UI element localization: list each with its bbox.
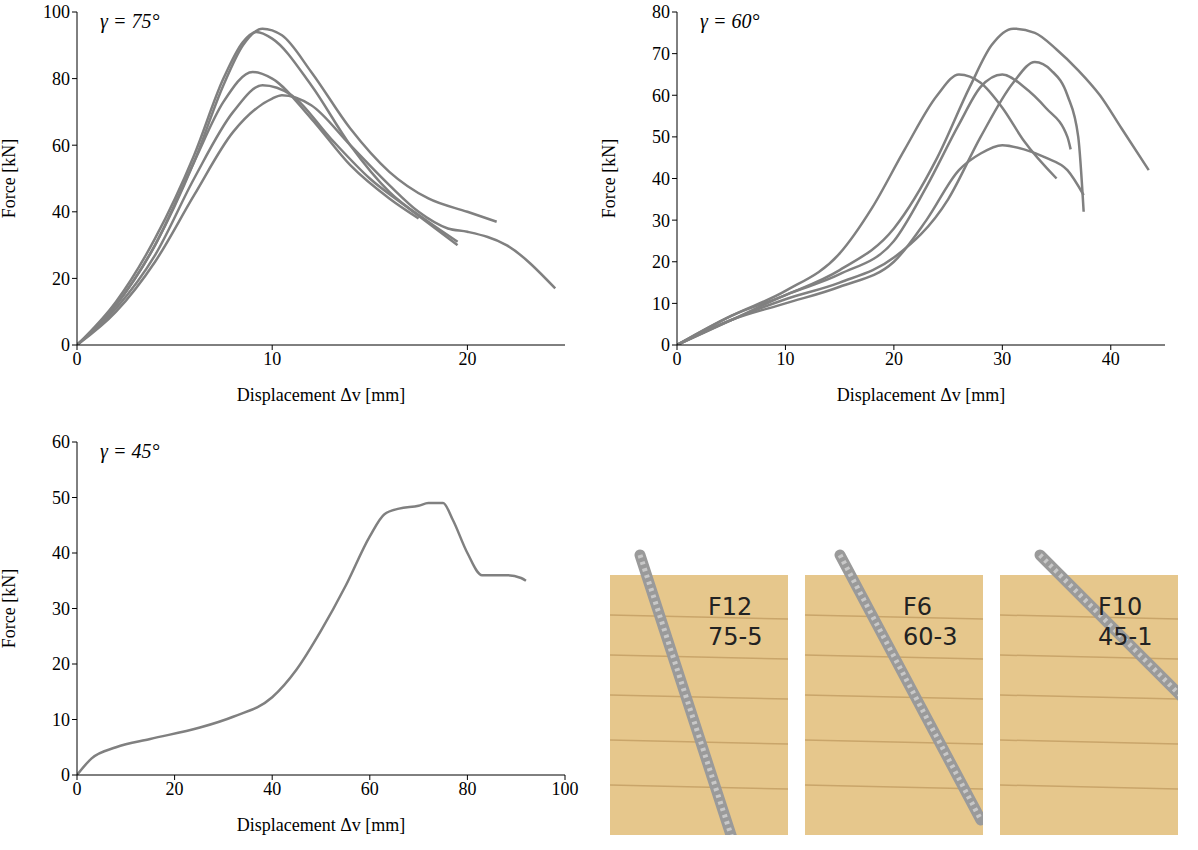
html-text:γ = 45°: γ = 45° (100, 440, 160, 462)
svg-text:20: 20 (885, 349, 903, 369)
svg-text:10: 10 (52, 710, 70, 730)
svg-text:40: 40 (52, 202, 70, 222)
svg-text:Displacement Δv [mm]: Displacement Δv [mm] (237, 815, 406, 835)
svg-text:Force [kN]: Force [kN] (600, 139, 619, 218)
svg-text:F10: F10 (1098, 593, 1142, 621)
svg-text:60: 60 (361, 779, 379, 799)
svg-text:20: 20 (652, 252, 670, 272)
svg-text:40: 40 (1102, 349, 1120, 369)
svg-text:50: 50 (52, 488, 70, 508)
svg-text:30: 30 (52, 599, 70, 619)
svg-text:F6: F6 (903, 593, 932, 621)
svg-text:10: 10 (263, 349, 281, 369)
svg-text:80: 80 (652, 2, 670, 22)
svg-text:80: 80 (458, 779, 476, 799)
svg-text:60: 60 (52, 432, 70, 452)
svg-text:20: 20 (166, 779, 184, 799)
html-text:γ = 75°: γ = 75° (100, 10, 160, 32)
svg-text:60-3: 60-3 (903, 623, 957, 651)
svg-text:40: 40 (263, 779, 281, 799)
svg-text:0: 0 (61, 765, 70, 785)
svg-text:0: 0 (73, 349, 82, 369)
svg-text:0: 0 (61, 335, 70, 355)
svg-text:30: 30 (652, 211, 670, 231)
svg-text:Force [kN]: Force [kN] (0, 139, 19, 218)
svg-text:10: 10 (776, 349, 794, 369)
svg-text:100: 100 (43, 2, 70, 22)
svg-text:20: 20 (52, 269, 70, 289)
svg-text:40: 40 (652, 169, 670, 189)
svg-text:45-1: 45-1 (1098, 623, 1152, 651)
svg-text:20: 20 (52, 654, 70, 674)
svg-text:20: 20 (458, 349, 476, 369)
svg-text:10: 10 (652, 294, 670, 314)
svg-text:60: 60 (52, 136, 70, 156)
svg-text:0: 0 (673, 349, 682, 369)
svg-text:40: 40 (52, 543, 70, 563)
svg-text:Force [kN]: Force [kN] (0, 569, 19, 648)
svg-text:60: 60 (652, 86, 670, 106)
svg-text:F12: F12 (708, 593, 752, 621)
svg-text:Displacement Δv [mm]: Displacement Δv [mm] (237, 385, 406, 405)
svg-text:100: 100 (552, 779, 579, 799)
svg-text:Displacement Δv [mm]: Displacement Δv [mm] (837, 385, 1006, 405)
svg-text:70: 70 (652, 44, 670, 64)
svg-text:0: 0 (73, 779, 82, 799)
svg-text:80: 80 (52, 69, 70, 89)
svg-text:30: 30 (993, 349, 1011, 369)
svg-text:50: 50 (652, 127, 670, 147)
html-text:γ = 60°: γ = 60° (700, 10, 760, 32)
svg-text:0: 0 (661, 335, 670, 355)
svg-text:75-5: 75-5 (708, 623, 762, 651)
